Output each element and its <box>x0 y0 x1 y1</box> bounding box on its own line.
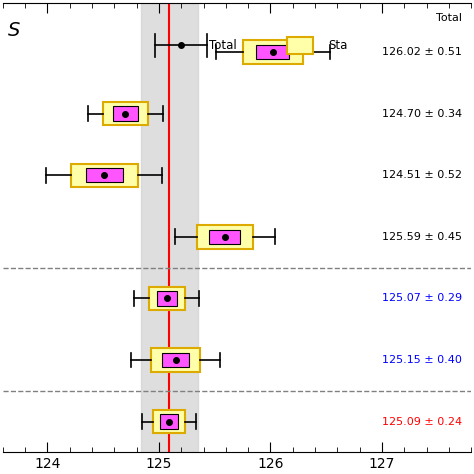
Text: Total: Total <box>436 13 462 23</box>
Text: Sta: Sta <box>328 39 348 52</box>
Bar <box>113 106 138 121</box>
Bar <box>256 45 289 59</box>
Text: 126.02 ± 0.51: 126.02 ± 0.51 <box>383 47 462 57</box>
Text: Total: Total <box>209 39 237 52</box>
Text: S: S <box>8 21 20 40</box>
Bar <box>157 291 176 306</box>
Bar <box>71 164 138 187</box>
Bar <box>151 348 200 372</box>
Text: 125.07 ± 0.29: 125.07 ± 0.29 <box>382 293 462 303</box>
Text: 125.59 ± 0.45: 125.59 ± 0.45 <box>383 232 462 242</box>
Bar <box>154 410 184 433</box>
Bar <box>287 36 313 54</box>
Text: 125.09 ± 0.24: 125.09 ± 0.24 <box>382 417 462 427</box>
Bar <box>149 287 184 310</box>
Bar <box>162 353 189 367</box>
Bar <box>210 229 240 244</box>
Bar <box>86 168 123 182</box>
Bar <box>103 102 148 125</box>
Text: 124.70 ± 0.34: 124.70 ± 0.34 <box>382 109 462 118</box>
Bar <box>160 414 178 429</box>
Bar <box>197 225 253 248</box>
Bar <box>141 3 198 452</box>
Text: 125.15 ± 0.40: 125.15 ± 0.40 <box>383 355 462 365</box>
Bar <box>243 40 303 64</box>
Text: 124.51 ± 0.52: 124.51 ± 0.52 <box>383 170 462 180</box>
